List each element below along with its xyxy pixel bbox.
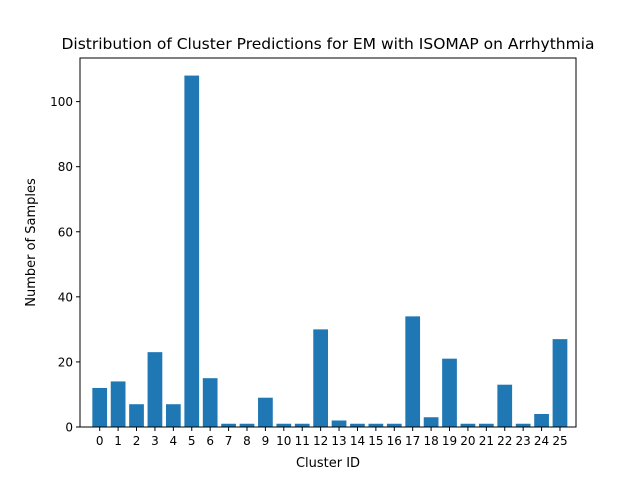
bar-cluster-24 — [534, 413, 549, 427]
bar-cluster-8 — [239, 423, 255, 427]
y-tick-label: 80 — [58, 160, 73, 174]
x-tick-label: 10 — [276, 434, 291, 448]
x-tick-label: 24 — [534, 434, 549, 448]
plot-frame — [79, 57, 577, 428]
bar-cluster-11 — [294, 423, 310, 427]
x-tick-label: 6 — [206, 434, 214, 448]
x-tick-label: 1 — [114, 434, 122, 448]
x-axis-label: Cluster ID — [296, 456, 360, 471]
bar-cluster-16 — [386, 423, 402, 427]
bar-cluster-2 — [129, 404, 144, 427]
x-tick-label: 16 — [387, 434, 402, 448]
x-tick-label: 22 — [497, 434, 512, 448]
x-tick-label: 12 — [313, 434, 328, 448]
bar-cluster-21 — [478, 423, 494, 427]
x-tick-label: 3 — [151, 434, 159, 448]
bar-cluster-3 — [147, 352, 163, 427]
x-tick-label: 9 — [262, 434, 270, 448]
bar-cluster-14 — [350, 423, 365, 427]
x-tick-label: 18 — [423, 434, 438, 448]
x-tick-label: 17 — [405, 434, 420, 448]
bar-cluster-23 — [515, 423, 531, 427]
x-tick-label: 20 — [460, 434, 475, 448]
x-tick-label: 0 — [96, 434, 104, 448]
x-tick-label: 4 — [170, 434, 178, 448]
x-tick-label: 11 — [295, 434, 310, 448]
bar-cluster-13 — [331, 420, 347, 427]
x-tick-label: 14 — [350, 434, 365, 448]
x-tick-label: 25 — [552, 434, 567, 448]
bar-cluster-18 — [423, 417, 439, 427]
bar-cluster-15 — [368, 423, 384, 427]
x-tick-label: 21 — [479, 434, 494, 448]
y-axis-ticks: 0 20 40 60 80 100 — [50, 95, 80, 435]
x-axis-ticks: 0 1 2 3 4 5 6 7 8 9 10 11 12 13 14 15 16 17 18 19 20 21 22 23 24… — [96, 427, 568, 448]
bar-cluster-10 — [276, 423, 292, 427]
bar-cluster-5 — [184, 75, 200, 427]
y-tick-label: 40 — [58, 290, 73, 304]
y-tick-label: 0 — [65, 421, 73, 435]
bar-cluster-22 — [497, 384, 513, 427]
x-tick-label: 5 — [188, 434, 196, 448]
bar-cluster-6 — [202, 378, 218, 427]
x-tick-label: 13 — [331, 434, 346, 448]
bar-cluster-7 — [221, 423, 236, 427]
y-tick-label: 20 — [58, 355, 73, 369]
bar-cluster-0 — [92, 387, 108, 427]
y-tick-label: 60 — [58, 225, 73, 239]
bar-cluster-4 — [165, 404, 181, 427]
x-tick-label: 19 — [442, 434, 457, 448]
bar-cluster-20 — [460, 423, 476, 427]
x-tick-label: 8 — [243, 434, 251, 448]
bars-group — [92, 75, 568, 427]
x-tick-label: 7 — [225, 434, 233, 448]
bar-cluster-12 — [313, 329, 328, 427]
bar-cluster-25 — [552, 339, 568, 427]
chart-title: Distribution of Cluster Predictions for … — [61, 35, 594, 53]
x-tick-label: 15 — [368, 434, 383, 448]
bar-cluster-17 — [405, 316, 421, 427]
bar-cluster-1 — [110, 381, 126, 427]
bar-cluster-9 — [258, 397, 273, 427]
x-tick-label: 2 — [133, 434, 141, 448]
x-tick-label: 23 — [516, 434, 531, 448]
y-tick-label: 100 — [50, 95, 73, 109]
y-axis-label: Number of Samples — [24, 178, 39, 307]
bar-cluster-19 — [442, 358, 457, 427]
